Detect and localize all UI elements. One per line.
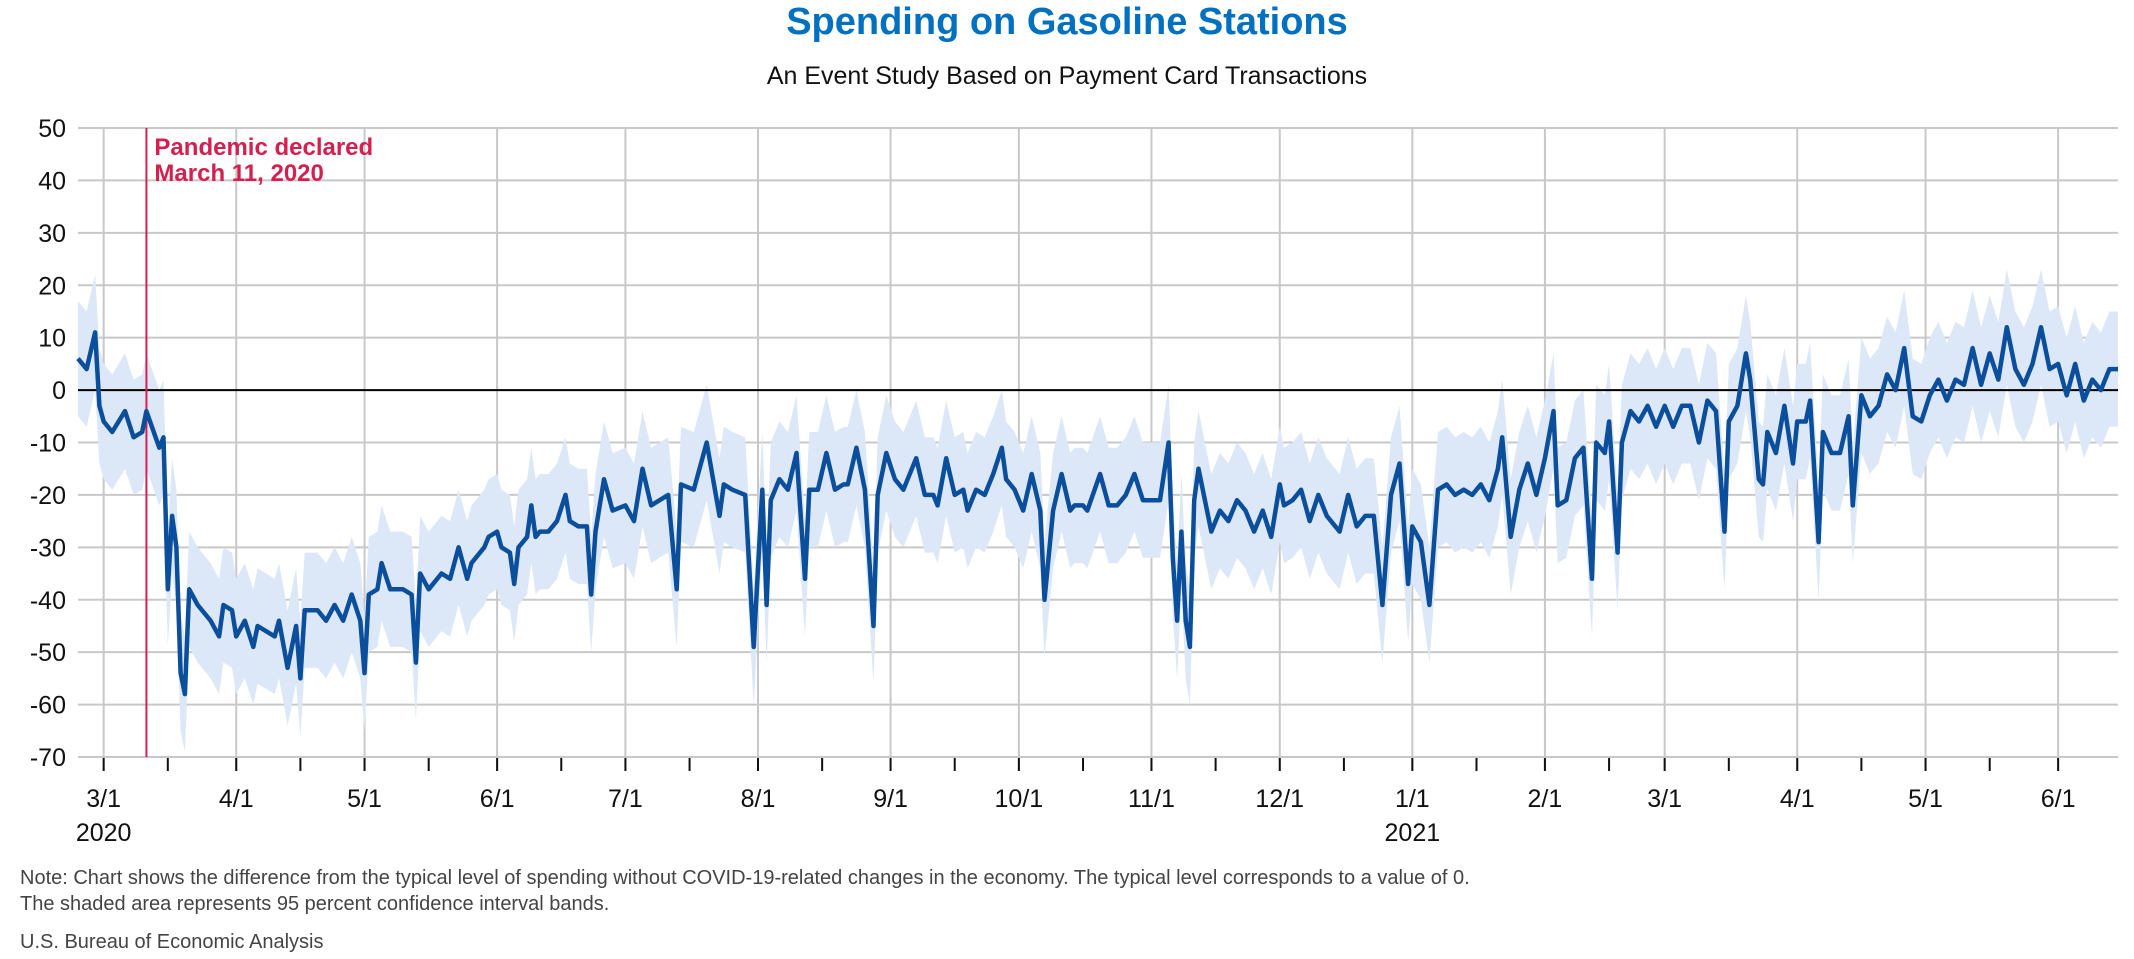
x-tick-label: 8/1 — [741, 785, 776, 813]
annotation-label-line1: Pandemic declared — [154, 134, 373, 161]
y-tick-label: 10 — [38, 325, 66, 353]
x-tick-label: 3/1 — [1647, 785, 1682, 813]
y-tick-label: -30 — [30, 534, 66, 562]
series-line — [76, 324, 2118, 697]
x-tick-label: 5/1 — [1908, 785, 1943, 813]
x-tick-label: 4/1 — [1780, 785, 1815, 813]
y-tick-label: 40 — [38, 167, 66, 195]
x-tick-label: 1/1 — [1395, 785, 1430, 813]
x-tick-label: 2/1 — [1528, 785, 1563, 813]
y-axis: 50 40 30 20 10 0 -10 -20 -30 -40 -50 -60 -70 — [30, 115, 66, 772]
x-tick-label: 6/1 — [2041, 785, 2076, 813]
y-tick-label: 0 — [52, 377, 66, 405]
x-tick-label: 5/1 — [347, 785, 382, 813]
chart-title: Spending on Gasoline Stations — [786, 1, 1348, 43]
y-tick-label: -60 — [30, 692, 66, 720]
x-tick-label: 10/1 — [995, 785, 1044, 813]
y-tick-label: 20 — [38, 272, 66, 300]
x-axis: 3/1 2020 4/1 5/1 6/1 7/1 8/1 9/1 10/1 11/1 12/1 1/1… — [76, 756, 2118, 847]
x-tick-label: 4/1 — [219, 785, 254, 813]
y-tick-label: -10 — [30, 430, 66, 458]
y-tick-label: -40 — [30, 587, 66, 615]
x-year-label: 2021 — [1385, 819, 1441, 847]
confidence-band — [78, 269, 2118, 752]
annotation-label-line2: March 11, 2020 — [154, 160, 323, 187]
footnote-line2: The shaded area represents 95 percent co… — [20, 893, 609, 915]
chart-subtitle: An Event Study Based on Payment Card Tra… — [767, 62, 1367, 90]
x-tick-label: 11/1 — [1128, 785, 1175, 813]
y-tick-label: 30 — [38, 220, 66, 248]
x-tick-label: 7/1 — [608, 785, 643, 813]
x-tick-label: 9/1 — [873, 785, 908, 813]
source-label: U.S. Bureau of Economic Analysis — [20, 931, 323, 953]
x-year-label: 2020 — [76, 819, 132, 847]
x-tick-label: 3/1 — [86, 785, 121, 813]
y-tick-label: -20 — [30, 482, 66, 510]
x-tick-label: 12/1 — [1255, 785, 1304, 813]
y-tick-label: 50 — [38, 115, 66, 143]
y-tick-label: -70 — [30, 744, 66, 772]
y-tick-label: -50 — [30, 639, 66, 667]
footnote-line1: Note: Chart shows the difference from th… — [20, 867, 1470, 889]
x-tick-label: 6/1 — [480, 785, 515, 813]
